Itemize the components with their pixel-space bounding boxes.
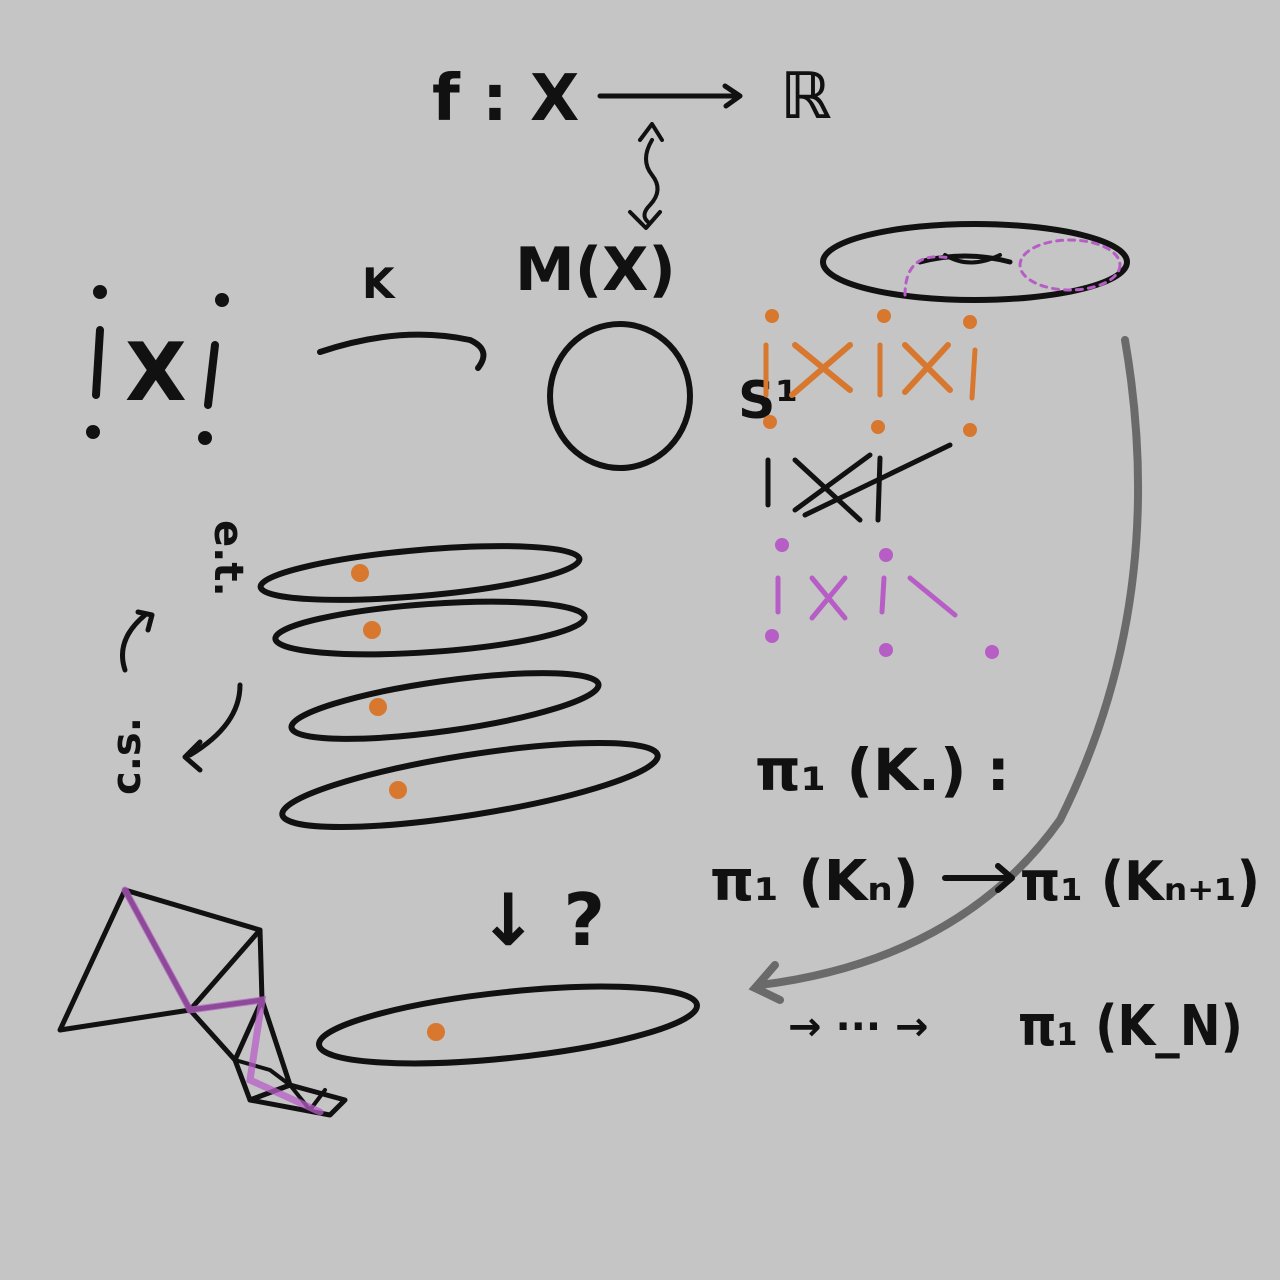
k-arrow-label: K [362,259,396,308]
left-cluster-dot [198,431,212,445]
codomain-label: ℝ [780,60,831,134]
orange-node [871,420,885,434]
pi-line-2-right: π₁ (Kₙ₊₁) [1020,850,1260,913]
orange-point [369,698,387,716]
purple-node [765,629,779,643]
side-note-top: e.t. [205,520,251,597]
black-edges [765,442,953,523]
orange-node [963,315,977,329]
question-label: ↓ ? [478,878,605,962]
orange-node [963,423,977,437]
orange-node [763,415,777,429]
triangulation [57,886,348,1118]
circle-s1 [547,321,693,471]
ellipse-stack [257,543,661,830]
k-arrow: K [317,259,487,371]
left-cluster-bar [92,326,104,399]
left-cluster: X [86,285,229,445]
gray-arrow [748,336,1143,1004]
pi-line-2-left: π₁ (Kₙ) [710,849,918,914]
orange-graph [763,309,978,437]
function-arrow [597,83,743,109]
orange-node [877,309,891,323]
bottom-ellipse [316,983,700,1067]
left-cluster-dot [215,293,229,307]
orange-node [765,309,779,323]
function-header: f : X ℝ [432,60,831,136]
purple-graph [765,538,999,659]
torus [820,221,1130,303]
side-note-bottom: c.s. [104,717,150,795]
left-cluster-dot [93,285,107,299]
orange-point [351,564,369,582]
left-cluster-bar [204,341,219,409]
left-cluster-dot [86,425,100,439]
correspondence-arrow [628,122,664,230]
orange-point [389,781,407,799]
side-notes: e.t. c.s. [104,520,251,795]
pi-line-1: π₁ (K.) : [755,736,1010,804]
purple-node [879,548,893,562]
orange-point [363,621,381,639]
function-label: f : X [432,62,579,136]
pi-line-3-prefix: → ··· → [788,1004,928,1050]
orange-point [427,1023,445,1041]
purple-node [985,645,999,659]
left-cluster-symbol: X [125,326,187,419]
purple-node [879,643,893,657]
pi-lines: π₁ (K.) : π₁ (Kₙ) π₁ (Kₙ₊₁) → ··· → π₁ (… [710,736,1260,1059]
pi-line-3-right: π₁ (K_N) [1018,994,1243,1059]
purple-node [775,538,789,552]
moduli-label: M(X) [515,235,676,305]
